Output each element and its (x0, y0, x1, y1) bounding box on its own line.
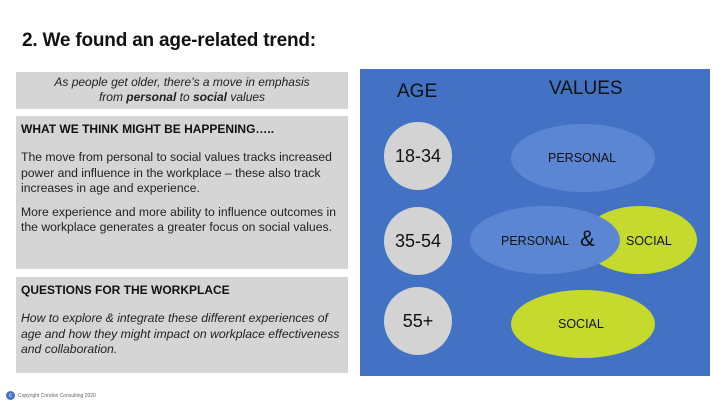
personal-label-top: PERSONAL (548, 151, 617, 165)
personal-emphasis: personal (126, 90, 177, 104)
social-label-middle: SOCIAL (626, 234, 672, 248)
personal-ellipse-middle (470, 206, 620, 274)
intro-panel: As people get older, there’s a move in e… (16, 72, 348, 109)
questions-heading: QUESTIONS FOR THE WORKPLACE (21, 283, 230, 297)
age-circle-18-34: 18-34 (384, 122, 452, 190)
ampersand-label: & (580, 226, 595, 251)
personal-ellipse-top (511, 124, 655, 192)
c-logo-icon: c (6, 391, 15, 400)
social-ellipse-bottom (511, 290, 655, 358)
personal-label-middle: PERSONAL (501, 234, 570, 248)
think-paragraph-2: More experience and more ability to infl… (21, 204, 337, 235)
age-circle-35-54: 35-54 (384, 207, 452, 275)
social-emphasis: social (192, 90, 228, 104)
think-panel: WHAT WE THINK MIGHT BE HAPPENING….. The … (16, 116, 348, 269)
questions-paragraph: How to explore & integrate these differe… (21, 311, 340, 356)
values-header: VALUES (549, 78, 623, 99)
age-header: AGE (397, 81, 438, 102)
intro-text: As people get older, there’s a move in e… (16, 72, 348, 105)
age-values-diagram: AGE VALUES 18-34 35-54 55+ PERSONAL PERS… (360, 69, 710, 376)
think-heading: WHAT WE THINK MIGHT BE HAPPENING….. (21, 122, 275, 136)
page-title: 2. We found an age-related trend: (22, 30, 316, 51)
social-label-bottom: SOCIAL (558, 317, 604, 331)
think-paragraph-1: The move from personal to social values … (21, 150, 332, 195)
questions-panel: QUESTIONS FOR THE WORKPLACE How to explo… (16, 277, 348, 373)
copyright-footer: c Copyright Condon Consulting 2020 (6, 391, 96, 400)
intro-line-1: As people get older, there’s a move in e… (54, 75, 310, 89)
age-circle-55-plus: 55+ (384, 287, 452, 355)
copyright-text: Copyright Condon Consulting 2020 (18, 392, 96, 399)
intro-line-2: from personal to social values (98, 90, 266, 104)
